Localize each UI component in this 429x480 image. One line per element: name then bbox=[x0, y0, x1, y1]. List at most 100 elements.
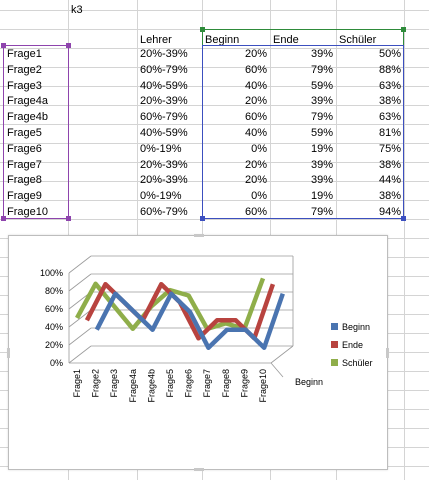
cell-frage[interactable]: Frage2 bbox=[7, 63, 42, 76]
legend-label-ende: Ende bbox=[342, 340, 363, 350]
cell-schueler[interactable]: 38% bbox=[378, 95, 401, 108]
wall-gridline bbox=[68, 255, 92, 274]
cell-beginn[interactable]: 40% bbox=[244, 127, 267, 139]
cell-ende[interactable]: 39% bbox=[310, 174, 333, 187]
cell-frage[interactable]: Frage5 bbox=[7, 127, 42, 139]
y-tick-label: 60% bbox=[45, 304, 63, 314]
cell-frage[interactable]: Frage1 bbox=[7, 48, 42, 60]
y-tick-label: 20% bbox=[45, 340, 63, 350]
header-ende[interactable]: Ende bbox=[273, 34, 299, 46]
wall-gridline bbox=[68, 273, 92, 292]
selection-handle[interactable] bbox=[401, 27, 406, 32]
grid-row-line bbox=[0, 10, 429, 11]
cell-ende[interactable]: 59% bbox=[310, 127, 333, 139]
cell-lehrer[interactable]: 20%-39% bbox=[140, 95, 188, 108]
chart-resize-handle-right[interactable] bbox=[386, 348, 389, 358]
cell-title[interactable]: k3 bbox=[71, 4, 83, 16]
x-tick-label: Frage10 bbox=[258, 369, 268, 403]
cell-ende[interactable]: 79% bbox=[310, 206, 333, 218]
cell-lehrer[interactable]: 0%-19% bbox=[140, 142, 182, 155]
cell-beginn[interactable]: 60% bbox=[244, 111, 267, 124]
cell-lehrer[interactable]: 60%-79% bbox=[140, 111, 188, 124]
chart-resize-handle-left[interactable] bbox=[7, 348, 10, 358]
cell-beginn[interactable]: 20% bbox=[244, 48, 267, 60]
cell-frage[interactable]: Frage9 bbox=[7, 190, 42, 203]
header-lehrer[interactable]: Lehrer bbox=[140, 34, 172, 46]
grid-row-line bbox=[0, 181, 429, 182]
cell-lehrer[interactable]: 40%-59% bbox=[140, 127, 188, 139]
cell-ende[interactable]: 19% bbox=[310, 190, 333, 203]
selection-handle[interactable] bbox=[401, 216, 406, 221]
selection-handle[interactable] bbox=[200, 27, 205, 32]
grid-row-line bbox=[0, 86, 429, 87]
chart-object[interactable]: 100% 80% 60% 40% 20% 0% Frage1 Frage2 Frage3 Frag… bbox=[7, 234, 389, 471]
cell-frage[interactable]: Frage4a bbox=[7, 95, 48, 108]
x-tick-label: Frage2 bbox=[91, 369, 101, 398]
cell-beginn[interactable]: 40% bbox=[244, 79, 267, 92]
cell-schueler[interactable]: 44% bbox=[378, 174, 401, 187]
cell-schueler[interactable]: 38% bbox=[378, 190, 401, 203]
selection-handle[interactable] bbox=[66, 216, 71, 221]
wall-gridline bbox=[68, 327, 92, 346]
cell-frage[interactable]: Frage3 bbox=[7, 79, 42, 92]
cell-ende[interactable]: 39% bbox=[310, 158, 333, 171]
cell-beginn[interactable]: 60% bbox=[244, 63, 267, 76]
grid-row-line bbox=[0, 67, 429, 68]
cell-schueler[interactable]: 63% bbox=[378, 111, 401, 124]
cell-frage[interactable]: Frage7 bbox=[7, 158, 42, 171]
cell-schueler[interactable]: 94% bbox=[378, 206, 401, 218]
series-line-beginn bbox=[94, 291, 285, 350]
x-tick-label: Frage6 bbox=[184, 369, 194, 398]
legend-swatch-ende bbox=[331, 341, 338, 348]
chart-resize-handle-bottom[interactable] bbox=[194, 468, 204, 471]
cell-ende[interactable]: 19% bbox=[310, 142, 333, 155]
cell-ende[interactable]: 39% bbox=[310, 48, 333, 60]
cell-ende[interactable]: 79% bbox=[310, 111, 333, 124]
cell-schueler[interactable]: 81% bbox=[378, 127, 401, 139]
cell-beginn[interactable]: 0% bbox=[251, 142, 267, 155]
selection-handle[interactable] bbox=[1, 216, 6, 221]
selection-handle[interactable] bbox=[66, 43, 71, 48]
x-tick-label: Frage4a bbox=[128, 369, 138, 403]
cell-lehrer[interactable]: 40%-59% bbox=[140, 79, 188, 92]
cell-schueler[interactable]: 63% bbox=[378, 79, 401, 92]
cell-ende[interactable]: 59% bbox=[310, 79, 333, 92]
cell-beginn[interactable]: 20% bbox=[244, 95, 267, 108]
cell-schueler[interactable]: 38% bbox=[378, 158, 401, 171]
cell-frage[interactable]: Frage8 bbox=[7, 174, 42, 187]
cell-beginn[interactable]: 60% bbox=[244, 206, 267, 218]
cell-beginn[interactable]: 20% bbox=[244, 158, 267, 171]
cell-lehrer[interactable]: 0%-19% bbox=[140, 190, 182, 203]
selection-range-headers bbox=[202, 29, 404, 46]
chart-resize-handle-top[interactable] bbox=[194, 234, 204, 237]
cell-schueler[interactable]: 88% bbox=[378, 63, 401, 76]
legend-label-schüler: Schüler bbox=[342, 358, 373, 368]
cell-frage[interactable]: Frage4b bbox=[7, 111, 48, 124]
selection-handle[interactable] bbox=[1, 43, 6, 48]
x-tick-label: Frage8 bbox=[221, 369, 231, 398]
header-schueler[interactable]: Schüler bbox=[339, 34, 377, 46]
cell-lehrer[interactable]: 60%-79% bbox=[140, 63, 188, 76]
cell-beginn[interactable]: 0% bbox=[251, 190, 267, 203]
cell-lehrer[interactable]: 20%-39% bbox=[140, 158, 188, 171]
cell-schueler[interactable]: 75% bbox=[378, 142, 401, 155]
cell-lehrer[interactable]: 20%-39% bbox=[140, 174, 188, 187]
y-tick-label: 0% bbox=[50, 358, 63, 368]
x-tick-label: Frage1 bbox=[72, 369, 82, 398]
header-beginn[interactable]: Beginn bbox=[205, 34, 240, 46]
grid-row-line bbox=[0, 124, 429, 125]
selection-handle[interactable] bbox=[200, 216, 205, 221]
cell-lehrer[interactable]: 60%-79% bbox=[140, 206, 188, 218]
cell-beginn[interactable]: 20% bbox=[244, 174, 267, 187]
cell-lehrer[interactable]: 20%-39% bbox=[140, 48, 188, 60]
cell-schueler[interactable]: 50% bbox=[378, 48, 401, 60]
depth-axis-tick bbox=[270, 362, 284, 378]
cell-ende[interactable]: 39% bbox=[310, 95, 333, 108]
y-tick-label: 40% bbox=[45, 322, 63, 332]
cell-ende[interactable]: 79% bbox=[310, 63, 333, 76]
x-tick-label: Frage5 bbox=[165, 369, 175, 398]
floor-right-edge bbox=[270, 345, 294, 364]
cell-frage[interactable]: Frage6 bbox=[7, 142, 42, 155]
depth-axis-label: Beginn bbox=[295, 377, 323, 387]
cell-frage[interactable]: Frage10 bbox=[7, 206, 48, 218]
